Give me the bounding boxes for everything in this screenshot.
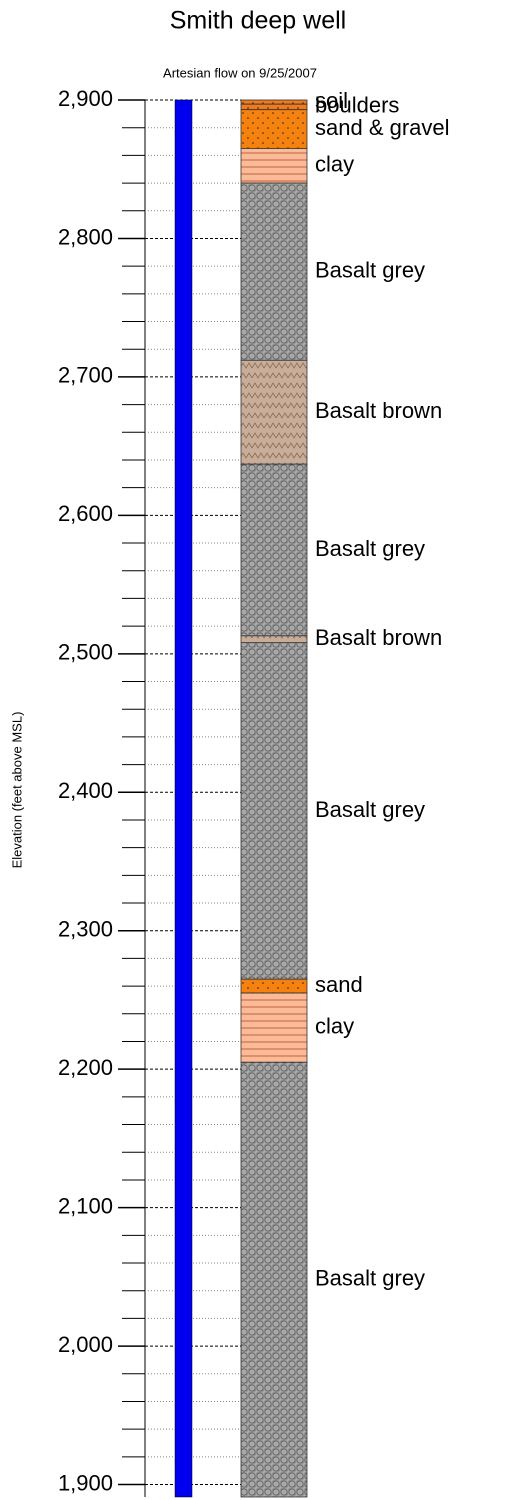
y-tick-label: 2,500 — [58, 640, 113, 665]
chart-subtitle: Artesian flow on 9/25/2007 — [163, 65, 317, 80]
layer-texture — [241, 100, 307, 104]
layer-texture — [241, 1062, 307, 1497]
y-tick-label: 2,200 — [58, 1055, 113, 1080]
y-tick-label: 2,800 — [58, 224, 113, 249]
layer-label: sand — [315, 972, 363, 997]
layer-label: Basalt brown — [315, 625, 442, 650]
chart: Smith deep well Artesian flow on 9/25/20… — [0, 0, 507, 1500]
layer-texture — [241, 360, 307, 464]
layer-label: Basalt grey — [315, 257, 425, 282]
layer-texture — [241, 636, 307, 643]
layer-texture — [241, 993, 307, 1062]
layer-texture — [241, 183, 307, 360]
layer-label: Basalt brown — [315, 398, 442, 423]
layer-texture — [241, 979, 307, 993]
layer-label: sand & gravel — [315, 115, 450, 140]
y-tick-label: 2,600 — [58, 501, 113, 526]
y-axis-label: Elevation (feet above MSL) — [9, 712, 24, 869]
layer-label: clay — [315, 152, 354, 177]
layer-texture — [241, 104, 307, 110]
layer-label: Basalt grey — [315, 1265, 425, 1290]
y-tick-label: 2,000 — [58, 1332, 113, 1357]
y-tick-label: 1,900 — [58, 1470, 113, 1495]
chart-title: Smith deep well — [170, 7, 346, 35]
y-tick-label: 2,300 — [58, 917, 113, 942]
y-tick-label: 2,700 — [58, 363, 113, 388]
page: {"chart_data": {"type": "well-log", "tit… — [0, 0, 507, 1500]
layer-texture — [241, 643, 307, 979]
well-casing — [175, 100, 192, 1497]
y-tick-label: 2,400 — [58, 778, 113, 803]
layer-texture — [241, 110, 307, 149]
layer-label: Basalt grey — [315, 797, 425, 822]
y-tick-label: 2,900 — [58, 86, 113, 111]
layer-label: clay — [315, 1013, 354, 1038]
layer-label: Basalt grey — [315, 536, 425, 561]
layer-texture — [241, 464, 307, 636]
layer-texture — [241, 148, 307, 183]
y-tick-label: 2,100 — [58, 1193, 113, 1218]
